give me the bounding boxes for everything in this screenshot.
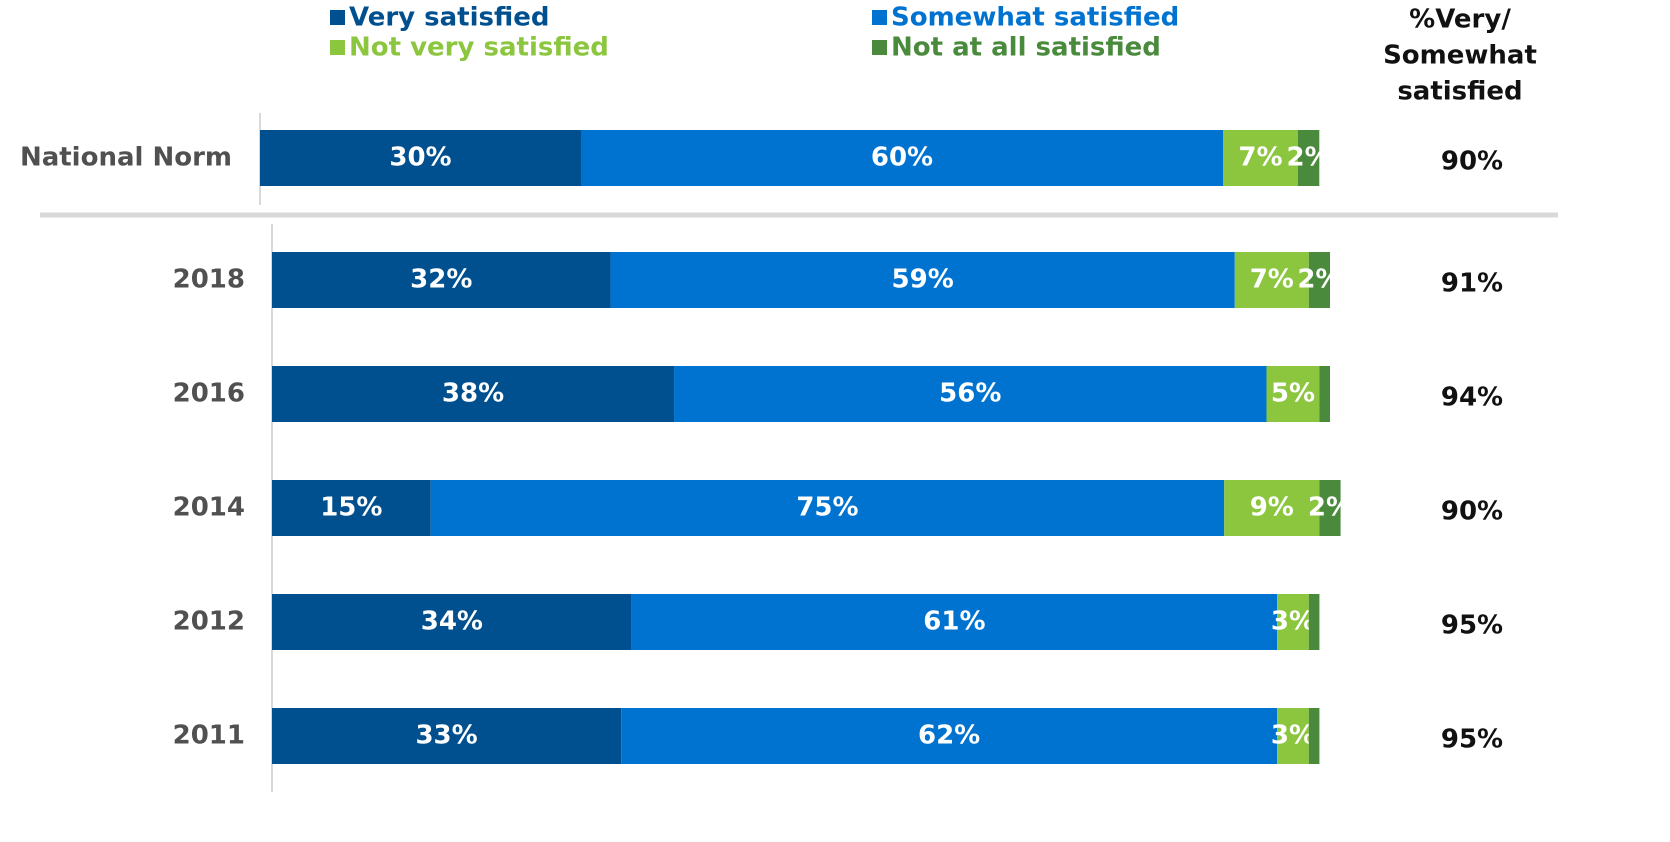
category-label: 2011 bbox=[173, 721, 245, 751]
bar-segment bbox=[1234, 252, 1309, 308]
bar-segment bbox=[621, 708, 1278, 764]
data-label: 56% bbox=[939, 379, 1001, 409]
bar-segment bbox=[1319, 366, 1330, 422]
data-label: 5% bbox=[1271, 379, 1315, 409]
bar-segment bbox=[430, 480, 1225, 536]
bar-segment bbox=[260, 130, 581, 186]
data-label: 32% bbox=[410, 265, 472, 295]
data-label: 15% bbox=[320, 493, 382, 523]
data-label: 30% bbox=[389, 143, 451, 173]
total-label: 94% bbox=[1441, 383, 1503, 413]
totals-title: satisfied bbox=[1397, 77, 1522, 107]
bar-segment bbox=[1308, 594, 1320, 650]
data-label: 75% bbox=[796, 493, 858, 523]
total-label: 95% bbox=[1441, 725, 1503, 755]
legend-label: Somewhat satisfied bbox=[891, 3, 1179, 33]
data-label: 59% bbox=[892, 265, 954, 295]
totals-title: Somewhat bbox=[1383, 41, 1537, 71]
bar-segment bbox=[272, 366, 675, 422]
data-label: 2% bbox=[1308, 493, 1352, 523]
data-label: 7% bbox=[1250, 265, 1294, 295]
data-label: 33% bbox=[415, 721, 477, 751]
total-label: 90% bbox=[1441, 497, 1503, 527]
legend-swatch bbox=[872, 10, 887, 25]
total-label: 95% bbox=[1441, 611, 1503, 641]
category-label: National Norm bbox=[20, 143, 232, 173]
category-label: 2012 bbox=[173, 607, 245, 637]
bar-segment bbox=[1308, 708, 1320, 764]
data-label: 60% bbox=[871, 143, 933, 173]
total-label: 91% bbox=[1441, 269, 1503, 299]
data-label: 7% bbox=[1238, 143, 1282, 173]
bar-segment bbox=[1297, 130, 1320, 186]
bar-segment bbox=[1277, 708, 1309, 764]
bar-segment bbox=[1308, 252, 1330, 308]
category-label: 2018 bbox=[173, 265, 245, 295]
bar-segment bbox=[1319, 480, 1341, 536]
bar-segment bbox=[272, 708, 622, 764]
data-label: 2% bbox=[1297, 265, 1341, 295]
bar-segment bbox=[1223, 130, 1298, 186]
data-label: 3% bbox=[1271, 721, 1315, 751]
legend-label: Very satisfied bbox=[349, 3, 550, 33]
data-label: 9% bbox=[1250, 493, 1294, 523]
bar-segment bbox=[631, 594, 1278, 650]
bar-segment bbox=[674, 366, 1267, 422]
bar-segment bbox=[272, 480, 431, 536]
bar-segment bbox=[610, 252, 1235, 308]
data-label: 61% bbox=[923, 607, 985, 637]
category-label: 2014 bbox=[173, 493, 245, 523]
data-label: 34% bbox=[421, 607, 483, 637]
data-label: 62% bbox=[918, 721, 980, 751]
totals-title: %Very/ bbox=[1409, 5, 1511, 35]
bar-segment bbox=[272, 594, 632, 650]
data-label: 38% bbox=[442, 379, 504, 409]
bar-segment bbox=[272, 252, 611, 308]
legend-swatch bbox=[330, 10, 345, 25]
data-label: 3% bbox=[1271, 607, 1315, 637]
total-label: 90% bbox=[1441, 147, 1503, 177]
legend-swatch bbox=[330, 40, 345, 55]
bar-segment bbox=[1266, 366, 1320, 422]
legend-label: Not at all satisfied bbox=[891, 33, 1161, 63]
category-label: 2016 bbox=[173, 379, 245, 409]
bar-segment bbox=[1277, 594, 1309, 650]
data-label: 2% bbox=[1287, 143, 1331, 173]
legend-swatch bbox=[872, 40, 887, 55]
bar-segment bbox=[581, 130, 1223, 186]
bar-segment bbox=[1224, 480, 1320, 536]
legend-label: Not very satisfied bbox=[349, 33, 609, 63]
